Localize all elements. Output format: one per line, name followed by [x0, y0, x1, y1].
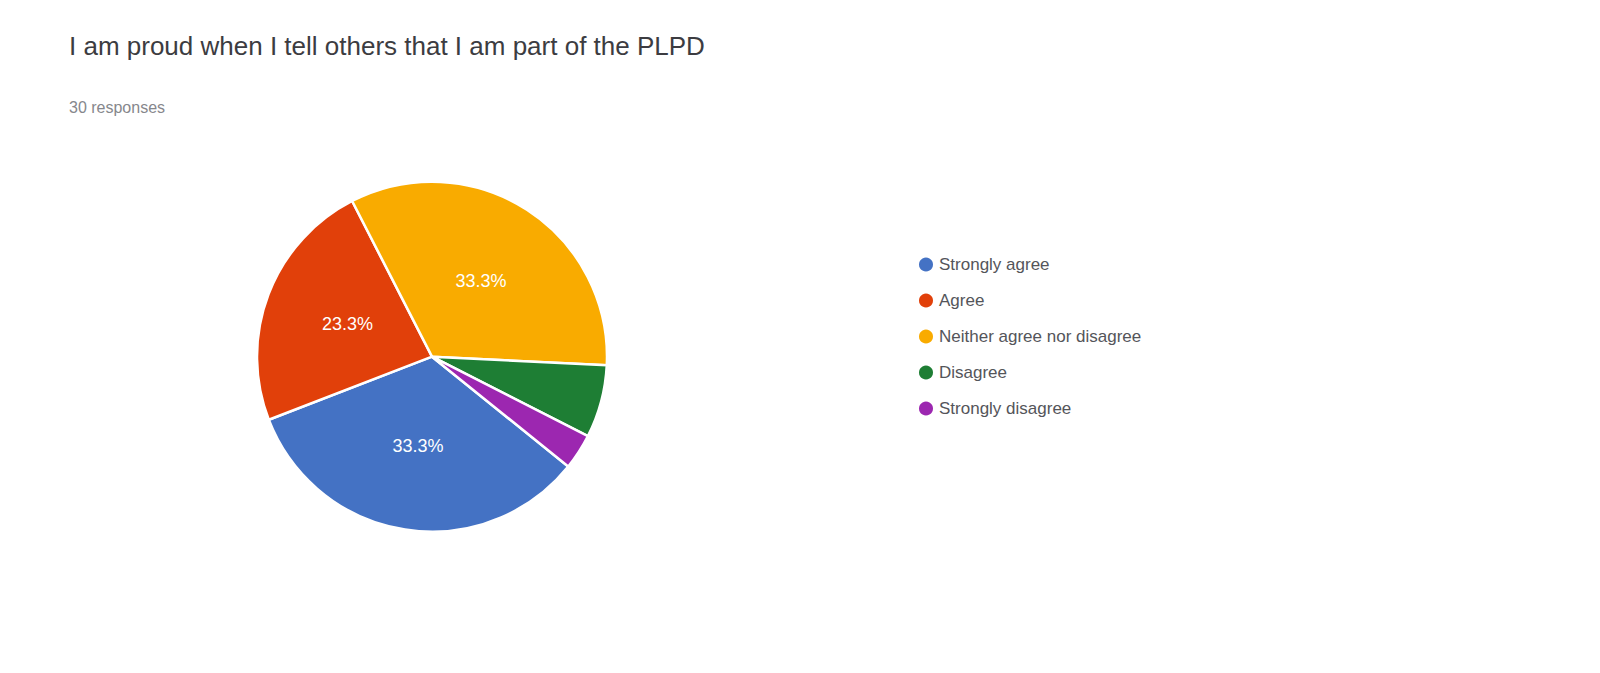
svg-text:Agree: Agree	[939, 291, 984, 310]
svg-text:33.3%: 33.3%	[456, 271, 507, 291]
svg-text:Neither agree nor disagree: Neither agree nor disagree	[939, 327, 1141, 346]
svg-text:30 responses: 30 responses	[69, 99, 165, 116]
svg-text:Strongly disagree: Strongly disagree	[939, 399, 1071, 418]
svg-text:33.3%: 33.3%	[393, 436, 444, 456]
svg-text:I am proud when I tell others: I am proud when I tell others that I am …	[69, 31, 705, 61]
svg-text:Strongly agree: Strongly agree	[939, 255, 1050, 274]
svg-text:Disagree: Disagree	[939, 363, 1007, 382]
svg-text:23.3%: 23.3%	[322, 314, 373, 334]
